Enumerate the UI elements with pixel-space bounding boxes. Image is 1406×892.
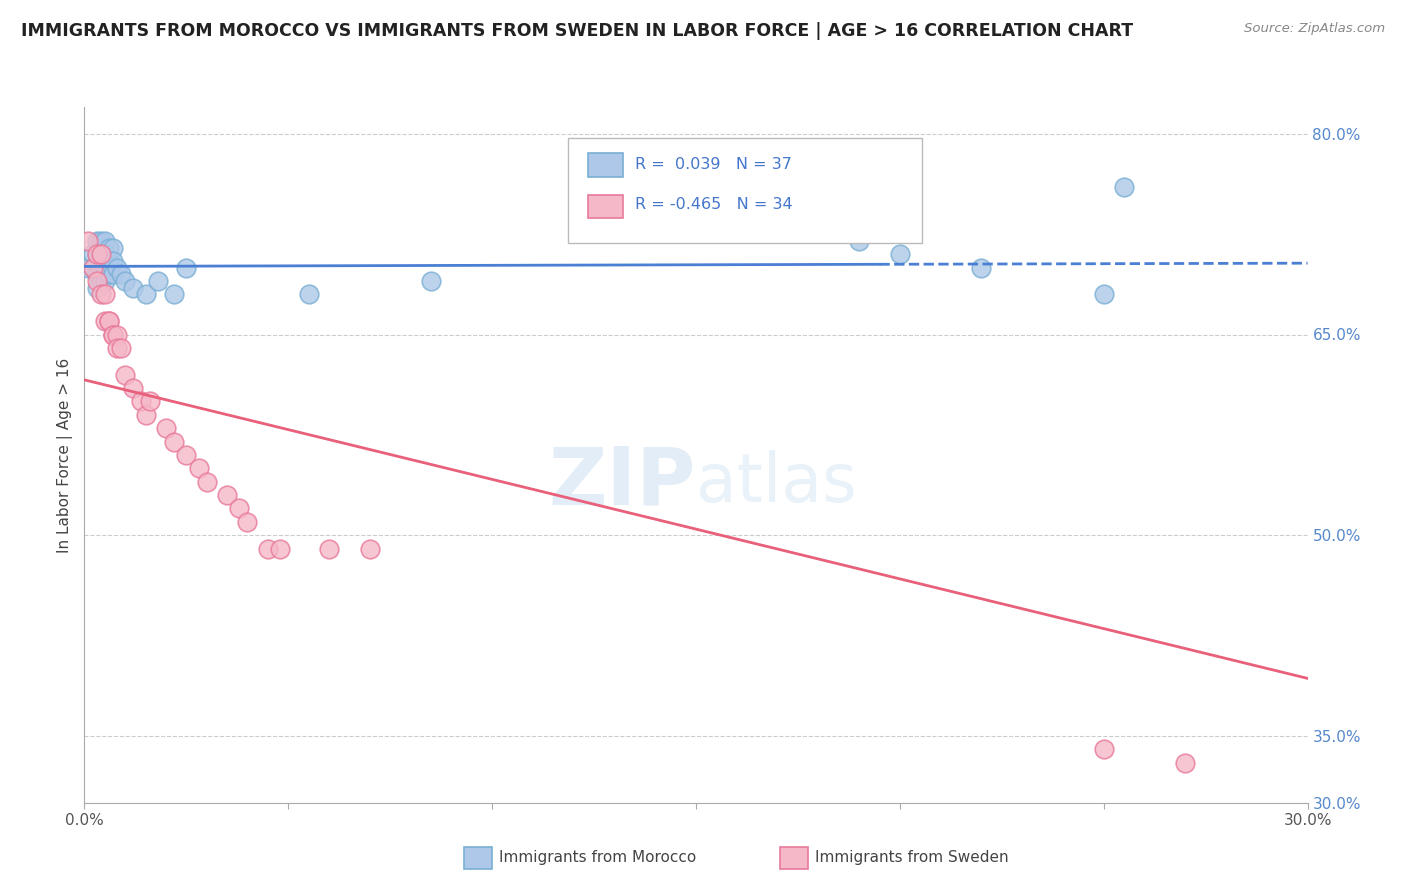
- Point: [122, 381, 145, 395]
- Point: [90, 260, 112, 275]
- Point: [105, 327, 128, 342]
- Point: [1092, 287, 1115, 301]
- Point: [114, 368, 136, 382]
- Point: [195, 475, 218, 489]
- Point: [90, 247, 112, 261]
- Point: [135, 408, 157, 422]
- Text: R =  0.039   N = 37: R = 0.039 N = 37: [636, 157, 792, 171]
- Text: Immigrants from Morocco: Immigrants from Morocco: [499, 850, 696, 864]
- Point: [122, 281, 145, 295]
- Point: [1114, 180, 1136, 194]
- Point: [135, 287, 157, 301]
- Text: R = -0.465   N = 34: R = -0.465 N = 34: [636, 197, 793, 212]
- FancyBboxPatch shape: [588, 153, 623, 177]
- Point: [1092, 742, 1115, 756]
- Point: [131, 394, 153, 409]
- Point: [82, 260, 104, 275]
- Point: [90, 234, 112, 248]
- Point: [93, 247, 117, 261]
- Point: [77, 260, 100, 275]
- Point: [187, 461, 209, 475]
- Point: [318, 541, 340, 556]
- Point: [90, 287, 112, 301]
- Point: [420, 274, 443, 288]
- Point: [86, 234, 108, 248]
- FancyBboxPatch shape: [588, 194, 623, 219]
- Text: ZIP: ZIP: [548, 443, 696, 522]
- Text: IMMIGRANTS FROM MOROCCO VS IMMIGRANTS FROM SWEDEN IN LABOR FORCE | AGE > 16 CORR: IMMIGRANTS FROM MOROCCO VS IMMIGRANTS FR…: [21, 22, 1133, 40]
- Point: [93, 287, 117, 301]
- Text: atlas: atlas: [696, 450, 856, 516]
- Point: [155, 421, 177, 435]
- Point: [93, 260, 117, 275]
- Point: [110, 341, 132, 355]
- Point: [105, 341, 128, 355]
- Point: [236, 515, 259, 529]
- Text: Immigrants from Sweden: Immigrants from Sweden: [815, 850, 1010, 864]
- Point: [257, 541, 280, 556]
- Point: [90, 247, 112, 261]
- Point: [114, 274, 136, 288]
- Point: [889, 247, 911, 261]
- Point: [228, 501, 250, 516]
- Point: [82, 247, 104, 261]
- Point: [86, 268, 108, 282]
- Point: [97, 268, 120, 282]
- Point: [146, 274, 169, 288]
- Point: [163, 434, 186, 449]
- Point: [97, 254, 120, 268]
- Point: [176, 260, 198, 275]
- Point: [93, 314, 117, 328]
- Point: [105, 260, 128, 275]
- Y-axis label: In Labor Force | Age > 16: In Labor Force | Age > 16: [58, 358, 73, 552]
- Point: [359, 541, 381, 556]
- FancyBboxPatch shape: [568, 138, 922, 243]
- Point: [97, 314, 120, 328]
- Point: [848, 234, 870, 248]
- Point: [101, 327, 124, 342]
- Point: [101, 268, 124, 282]
- Point: [90, 274, 112, 288]
- Point: [93, 268, 117, 282]
- Point: [97, 314, 120, 328]
- Point: [82, 260, 104, 275]
- Point: [163, 287, 186, 301]
- Point: [1174, 756, 1197, 770]
- Point: [101, 241, 124, 255]
- Point: [86, 247, 108, 261]
- Point: [93, 274, 117, 288]
- Point: [176, 448, 198, 462]
- Point: [970, 260, 993, 275]
- Point: [86, 274, 108, 288]
- Point: [110, 268, 132, 282]
- Text: Source: ZipAtlas.com: Source: ZipAtlas.com: [1244, 22, 1385, 36]
- Point: [298, 287, 321, 301]
- Point: [138, 394, 160, 409]
- Point: [86, 281, 108, 295]
- Point: [101, 327, 124, 342]
- Point: [77, 234, 100, 248]
- Point: [101, 254, 124, 268]
- Point: [93, 234, 117, 248]
- Point: [217, 488, 239, 502]
- Point: [269, 541, 291, 556]
- Point: [86, 247, 108, 261]
- Point: [97, 241, 120, 255]
